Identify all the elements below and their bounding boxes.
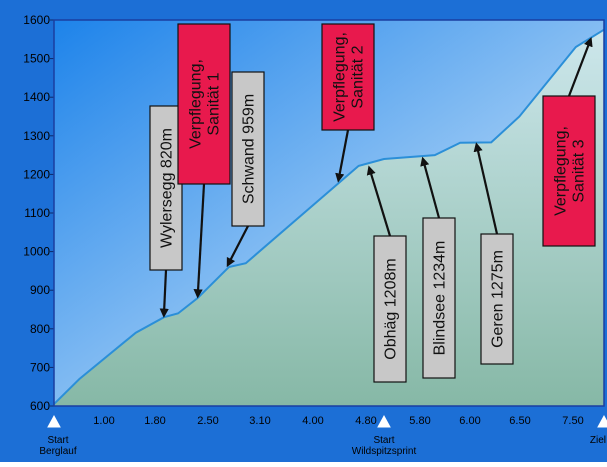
y-axis: 600 700 800 900 1000 1100 1200 1300 1400 1500 1600: [23, 13, 54, 413]
annotation-box: [231, 71, 265, 227]
y-tick-label: 900: [30, 283, 50, 297]
annotation-box: [373, 235, 407, 383]
start-finish-markers: Start Berglauf Start Wildspitzsprint Ziel: [39, 414, 607, 457]
annotation-label: Verpflegung,Sanität 2: [332, 32, 367, 122]
annotation-arrow: [473, 142, 499, 235]
marker-label: Start Berglauf: [39, 435, 76, 457]
y-tick-label: 1000: [23, 245, 50, 259]
x-axis: 1.00 1.80 2.50 3.10 4.00 4.80 5.80 6.00 6.50 7.50: [93, 415, 583, 427]
annotation-arrow: [193, 183, 206, 299]
annotation-label: Wylersegg 820m: [159, 128, 176, 248]
annotation-box: [542, 95, 596, 247]
y-tick-label: 1200: [23, 167, 50, 181]
annotation-landmark: Geren 1275m: [473, 142, 514, 365]
y-tick-label: 600: [30, 399, 50, 413]
x-tick-label: 6.00: [459, 415, 480, 427]
annotation-box: [422, 217, 456, 379]
y-tick-label: 1300: [23, 129, 50, 143]
annotation-landmark: Blindsee 1234m: [420, 156, 456, 379]
annotation-landmark: Wylersegg 820m: [149, 105, 183, 318]
annotation-arrow: [335, 129, 350, 183]
annotation-label: Obhäg 1208m: [383, 258, 400, 359]
y-tick-label: 800: [30, 322, 50, 336]
annotation-label: Blindsee 1234m: [432, 241, 449, 356]
x-tick-label: 1.80: [144, 415, 165, 427]
marker-label: Start Wildspitzsprint: [352, 435, 417, 457]
marker-triangle-icon: [597, 414, 607, 428]
annotation-aid-station: Verpflegung,Sanität 1: [177, 23, 231, 299]
annotation-aid-station: Verpflegung,Sanität 2: [321, 23, 375, 183]
annotation-label: Geren 1275m: [490, 250, 507, 348]
y-tick-label: 1100: [24, 206, 50, 220]
elevation-area: [54, 29, 604, 406]
x-tick-label: 7.50: [562, 415, 583, 427]
annotation-box: [480, 233, 514, 365]
course-marker: Ziel: [590, 414, 607, 446]
x-tick-label: 2.50: [197, 415, 218, 427]
annotation-arrow: [366, 165, 392, 237]
annotation-box: [321, 23, 375, 131]
marker-triangle-icon: [377, 414, 391, 428]
annotation-label: Verpflegung,Sanität 3: [553, 126, 588, 216]
annotation-label: Verpflegung,Sanität 1: [188, 59, 223, 149]
annotation-arrow: [159, 269, 169, 318]
course-marker: Start Berglauf: [39, 414, 77, 457]
x-tick-label: 4.80: [355, 415, 376, 427]
x-tick-label: 1.00: [93, 415, 114, 427]
plot-frame: [53, 19, 605, 407]
x-tick-label: 3.10: [249, 415, 270, 427]
annotation-box: [177, 23, 231, 185]
annotation-aid-station: Verpflegung,Sanität 3: [542, 37, 596, 247]
annotation-label: Schwand 959m: [241, 94, 258, 204]
annotation-box: [149, 105, 183, 271]
y-tick-label: 700: [30, 360, 50, 374]
annotation-landmark: Obhäg 1208m: [366, 165, 407, 383]
annotation-arrow: [567, 37, 593, 97]
x-tick-label: 4.00: [302, 415, 323, 427]
annotation-layer: Wylersegg 820m Verpflegung,Sanität 1 Schwa…: [149, 23, 596, 383]
y-tick-label: 1500: [23, 52, 50, 66]
annotation-landmark: Schwand 959m: [226, 71, 265, 268]
course-marker: Start Wildspitzsprint: [352, 414, 417, 457]
elevation-line: [53, 28, 605, 405]
annotation-arrow: [226, 225, 249, 268]
y-tick-label: 1600: [23, 13, 50, 27]
annotation-arrow: [420, 156, 441, 219]
marker-label: Ziel: [590, 435, 606, 446]
marker-triangle-icon: [47, 414, 61, 428]
y-tick-label: 1400: [23, 90, 50, 104]
x-tick-label: 5.80: [409, 415, 430, 427]
x-tick-label: 6.50: [509, 415, 530, 427]
